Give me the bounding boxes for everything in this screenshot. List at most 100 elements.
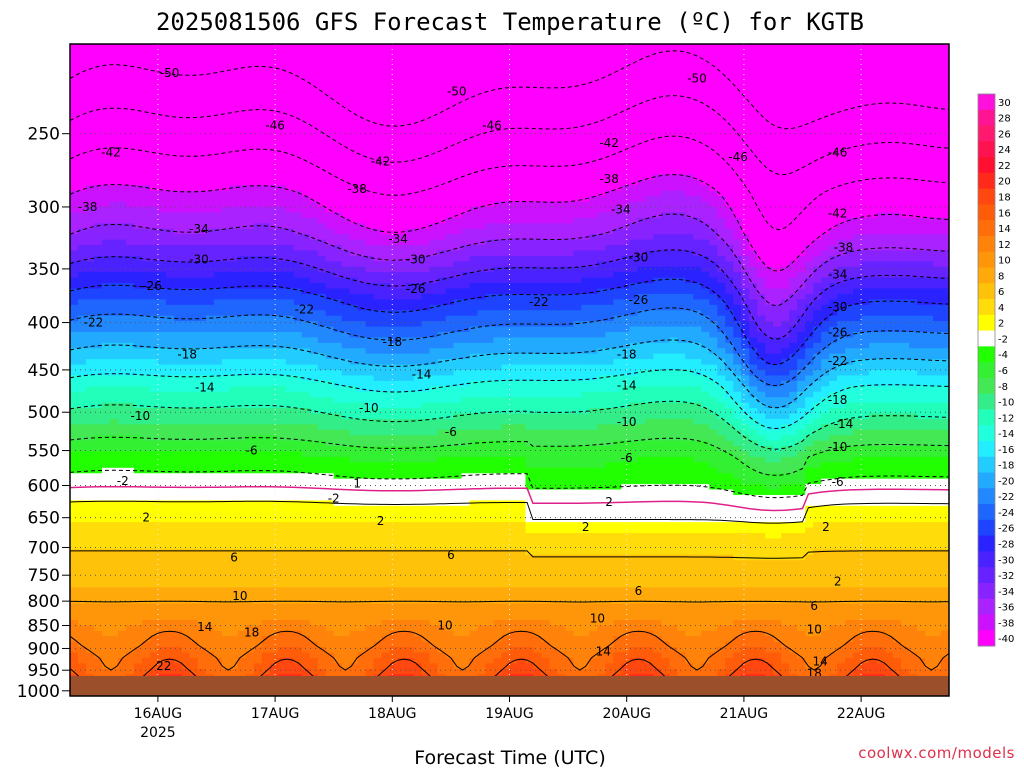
heat-cell-1613 [173, 331, 183, 338]
heat-cell-1877 [189, 462, 199, 469]
heat-cell-1341 [157, 158, 167, 165]
heat-cell-3467 [293, 625, 303, 632]
heat-cell-2827 [253, 408, 263, 415]
heat-cell-4987 [397, 408, 407, 415]
heat-cell-1957 [197, 245, 207, 252]
heat-cell-2438 [229, 250, 239, 257]
heat-cell-1763 [181, 494, 191, 501]
heat-cell-3888 [325, 304, 335, 311]
heat-cell-3161 [277, 266, 287, 273]
heat-cell-3786 [317, 402, 327, 409]
heat-cell-2548 [237, 196, 247, 203]
heat-cell-1745 [181, 397, 191, 404]
heat-cell-2340 [221, 370, 231, 377]
heat-cell-2020 [197, 587, 207, 594]
heat-cell-3812 [317, 543, 327, 550]
heat-cell-2925 [261, 288, 271, 295]
heat-cell-2388 [221, 630, 231, 637]
heat-cell-3881 [325, 266, 335, 273]
heat-cell-3606 [309, 76, 319, 83]
heat-cell-2507 [229, 625, 239, 632]
heat-cell-446 [93, 511, 103, 518]
heat-cell-961 [133, 49, 143, 56]
heat-cell-3515 [301, 234, 311, 241]
heat-cell-1002 [133, 272, 143, 279]
heat-cell-1371 [157, 321, 167, 328]
heat-cell-3336 [285, 565, 295, 572]
heat-cell-2246 [213, 511, 223, 518]
heat-cell-4872 [389, 435, 399, 442]
heat-cell-251 [85, 103, 95, 110]
heat-cell-3506 [301, 185, 311, 192]
heat-cell-4951 [397, 212, 407, 219]
heat-cell-3889 [325, 310, 335, 317]
heat-cell-1497 [165, 353, 175, 360]
heat-cell-2917 [261, 245, 271, 252]
heat-cell-3251 [285, 103, 295, 110]
heat-cell-1514 [165, 446, 175, 453]
heat-cell-4816 [389, 130, 399, 137]
heat-cell-1061 [133, 592, 143, 599]
heat-cell-3623 [309, 168, 319, 175]
heat-cell-1129 [141, 310, 151, 317]
heat-cell-2626 [237, 619, 247, 626]
heat-cell-3930 [325, 533, 335, 540]
heat-cell-2553 [237, 223, 247, 230]
heat-cell-2073 [205, 223, 215, 230]
heat-cell-845 [125, 71, 135, 78]
heat-cell-1158 [141, 467, 151, 474]
heat-cell-183 [77, 386, 87, 393]
heat-cell-1670 [173, 641, 183, 648]
heat-cell-13 [70, 114, 79, 121]
heat-cell-4398 [357, 467, 367, 474]
heat-cell-1207 [149, 82, 159, 89]
heat-cell-4112 [341, 217, 351, 224]
heat-cell-2016 [197, 565, 207, 572]
heat-cell-1729 [181, 310, 191, 317]
heat-cell-372 [93, 109, 103, 116]
heat-cell-3993 [333, 223, 343, 230]
heat-cell-41 [70, 266, 79, 273]
heat-cell-4747 [381, 408, 391, 415]
heat-cell-3438 [293, 467, 303, 474]
heat-cell-778 [117, 359, 127, 366]
heat-cell-1069 [133, 636, 143, 643]
heat-cell-3614 [309, 120, 319, 127]
heat-cell-1293 [149, 549, 159, 556]
heat-cell-2285 [221, 71, 231, 78]
heat-cell-2830 [253, 424, 263, 431]
heat-cell-4433 [357, 657, 367, 664]
heat-cell-4786 [381, 619, 391, 626]
heat-cell-2894 [261, 120, 271, 127]
heat-cell-3630 [309, 207, 319, 214]
heat-cell-864 [125, 174, 135, 181]
heat-cell-77 [70, 462, 79, 469]
heat-cell-3945 [325, 614, 335, 621]
heat-cell-4279 [349, 473, 359, 480]
heat-cell-545 [101, 397, 111, 404]
heat-cell-1956 [197, 239, 207, 246]
heat-cell-2581 [237, 375, 247, 382]
heat-cell-4886 [389, 511, 399, 518]
heat-cell-4080 [341, 44, 351, 51]
heat-cell-1993 [197, 440, 207, 447]
heat-cell-3726 [317, 76, 327, 83]
heat-cell-4546 [365, 619, 375, 626]
heat-cell-4357 [357, 245, 367, 252]
heat-cell-3158 [277, 250, 287, 257]
heat-cell-274 [85, 228, 95, 235]
heat-cell-1132 [141, 326, 151, 333]
heat-cell-790 [117, 424, 127, 431]
heat-cell-751 [117, 212, 127, 219]
heat-cell-2690 [245, 315, 255, 322]
heat-cell-4884 [389, 500, 399, 507]
heat-cell-1628 [173, 413, 183, 420]
heat-cell-2021 [197, 592, 207, 599]
heat-cell-2892 [261, 109, 271, 116]
heat-cell-3631 [309, 212, 319, 219]
heat-cell-3442 [293, 489, 303, 496]
heat-cell-4165 [341, 505, 351, 512]
heat-cell-3317 [285, 462, 295, 469]
heat-cell-4526 [365, 511, 375, 518]
heat-cell-3144 [277, 174, 287, 181]
